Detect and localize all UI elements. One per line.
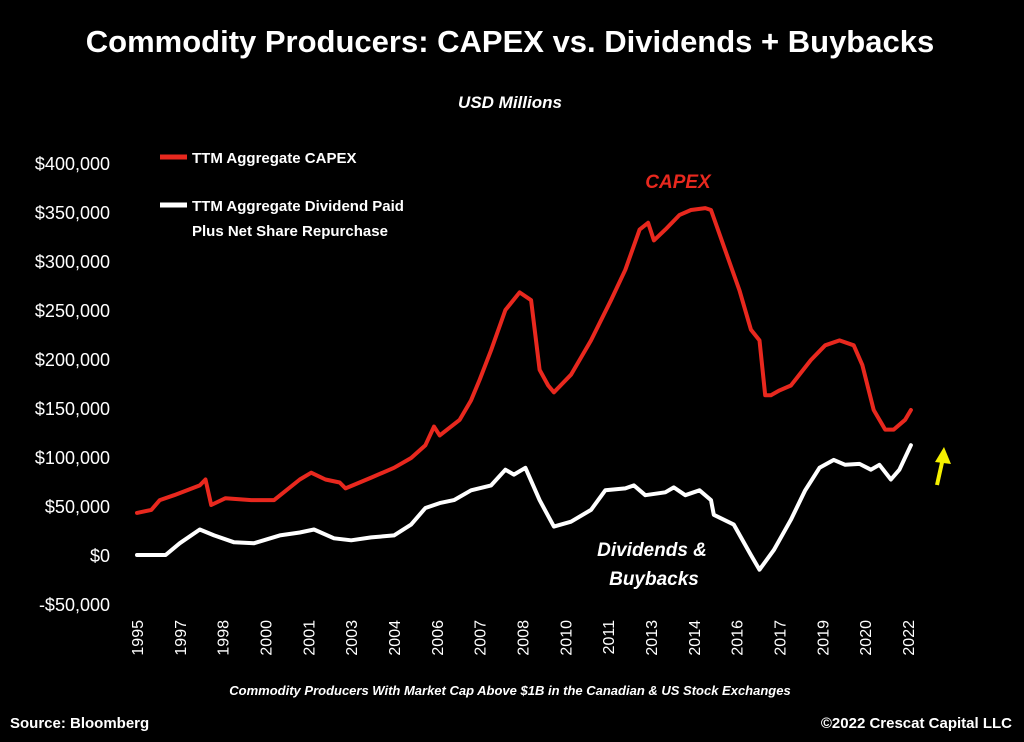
y-tick-label: $50,000 [45, 497, 110, 517]
dividends-buybacks-series-line [135, 443, 913, 572]
y-tick-label: $300,000 [35, 252, 110, 272]
chart-subtitle: USD Millions [458, 93, 562, 112]
y-tick-label: $100,000 [35, 448, 110, 468]
x-tick-label: 2017 [773, 620, 790, 656]
chart-footnote: Commodity Producers With Market Cap Abov… [229, 683, 790, 698]
y-tick-label: $400,000 [35, 154, 110, 174]
x-tick-label: 2013 [644, 620, 661, 656]
plot-area [135, 206, 913, 572]
y-tick-label: $200,000 [35, 350, 110, 370]
chart-title: Commodity Producers: CAPEX vs. Dividends… [86, 24, 934, 59]
x-tick-label: 2003 [344, 620, 361, 656]
x-tick-label: 2020 [858, 620, 875, 656]
x-tick-label: 2000 [259, 620, 276, 656]
y-tick-label: $150,000 [35, 399, 110, 419]
x-tick-label: 2019 [815, 620, 832, 656]
copyright-label: ©2022 Crescat Capital LLC [821, 715, 1012, 732]
y-tick-label: $350,000 [35, 203, 110, 223]
dividends-annotation-line2: Buybacks [609, 569, 699, 590]
x-axis: 1995 1997 1998 2000 2001 2003 2004 2006 2007 2008… [130, 620, 918, 656]
x-tick-label: 2014 [687, 620, 704, 656]
x-tick-label: 2010 [558, 620, 575, 656]
x-tick-label: 1998 [216, 620, 233, 656]
capex-series-line [135, 206, 913, 515]
x-tick-label: 2001 [301, 620, 318, 656]
x-tick-label: 2006 [430, 620, 447, 656]
y-tick-label: $0 [90, 546, 110, 566]
y-tick-label: -$50,000 [39, 595, 110, 615]
dividends-annotation-line1: Dividends & [597, 540, 707, 561]
x-tick-label: 2004 [387, 620, 404, 656]
y-tick-label: $250,000 [35, 301, 110, 321]
x-tick-label: 2007 [473, 620, 490, 656]
up-arrow-icon [935, 447, 951, 486]
source-label: Source: Bloomberg [10, 715, 149, 732]
y-axis: $400,000 $350,000 $300,000 $250,000 $200,000… [35, 154, 110, 615]
legend-dividends-label-line1: TTM Aggregate Dividend Paid [192, 198, 404, 215]
capex-annotation: CAPEX [645, 172, 712, 193]
x-tick-label: 1995 [130, 620, 147, 656]
x-tick-label: 2016 [730, 620, 747, 656]
legend-dividends-label-line2: Plus Net Share Repurchase [192, 223, 388, 240]
x-tick-label: 2022 [901, 620, 918, 656]
x-tick-label: 2008 [516, 620, 533, 656]
legend-capex-label: TTM Aggregate CAPEX [192, 150, 356, 167]
x-tick-label: 1997 [173, 620, 190, 656]
x-tick-label: 2011 [601, 620, 618, 655]
legend: TTM Aggregate CAPEX TTM Aggregate Divide… [160, 150, 404, 240]
